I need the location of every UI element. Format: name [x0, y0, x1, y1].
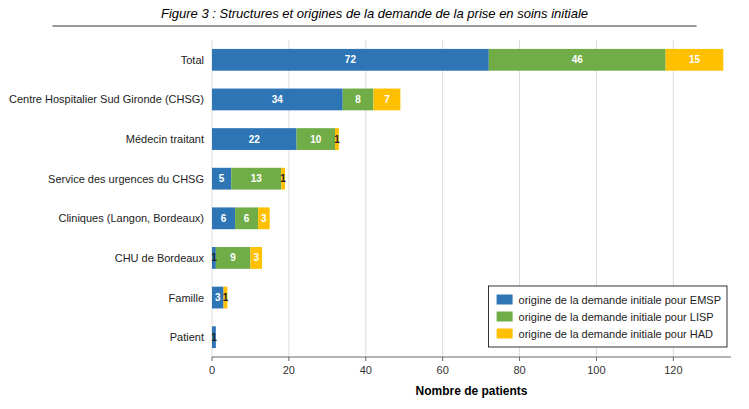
category-label: Service des urgences du CHSG — [48, 173, 204, 185]
x-axis-line — [212, 357, 731, 358]
legend-swatch — [497, 295, 513, 305]
data-label: 8 — [355, 94, 361, 105]
category-label: CHU de Bordeaux — [115, 252, 205, 264]
data-label: 1 — [334, 134, 340, 145]
bar-segment — [212, 168, 231, 190]
tick-label: 0 — [209, 364, 215, 376]
data-label: 1 — [211, 332, 217, 343]
data-label: 3 — [261, 213, 267, 224]
legend-label: origine de la demande initiale pour LISP — [519, 311, 714, 323]
data-label: 5 — [219, 173, 225, 184]
data-label: 46 — [572, 54, 584, 65]
tick-mark — [442, 357, 443, 361]
title-underline — [52, 26, 696, 27]
grid-line — [365, 40, 366, 357]
data-label: 9 — [230, 252, 236, 263]
legend-swatch — [497, 312, 513, 322]
bar-segment — [258, 207, 270, 229]
data-label: 22 — [249, 134, 261, 145]
bar-segment — [666, 49, 724, 71]
bar-segment — [212, 207, 235, 229]
bar-segment — [212, 128, 297, 150]
category-label: Famille — [169, 292, 204, 304]
data-label: 6 — [221, 213, 227, 224]
tick-mark — [519, 357, 520, 361]
chart: Figure 3 : Structures et origines de la … — [0, 0, 749, 409]
grid-line — [288, 40, 289, 357]
bar-segment — [373, 89, 400, 111]
legend-swatch — [497, 329, 513, 339]
tick-label: 40 — [360, 364, 372, 376]
grid-line — [442, 40, 443, 357]
data-label: 10 — [310, 134, 322, 145]
data-label: 34 — [272, 94, 284, 105]
bars — [212, 49, 723, 348]
tick-mark — [673, 357, 674, 361]
category-label: Patient — [170, 331, 204, 343]
legend-box — [489, 286, 727, 347]
legend-label: origine de la demande initiale pour EMSP — [519, 294, 721, 306]
data-label: 1 — [211, 252, 217, 263]
data-label: 6 — [244, 213, 250, 224]
legend-label: origine de la demande initiale pour HAD — [519, 328, 714, 340]
tick-mark — [365, 357, 366, 361]
legend: origine de la demande initiale pour EMSP… — [489, 286, 727, 347]
tick-mark — [596, 357, 597, 361]
data-label: 13 — [251, 173, 263, 184]
tick-label: 100 — [587, 364, 605, 376]
tick-label: 20 — [283, 364, 295, 376]
data-label: 7 — [384, 94, 390, 105]
category-label: Médecin traitant — [126, 133, 204, 145]
category-label: Total — [181, 54, 204, 66]
data-label: 3 — [215, 292, 221, 303]
x-axis-label: Nombre de patients — [415, 384, 527, 398]
data-label: 3 — [253, 252, 259, 263]
bar-segment — [231, 168, 281, 190]
category-label: Cliniques (Langon, Bordeaux) — [58, 212, 204, 224]
data-label: 1 — [223, 292, 229, 303]
grid-line — [212, 40, 213, 357]
tick-label: 80 — [513, 364, 525, 376]
category-label: Centre Hospitalier Sud Gironde (CHSG) — [9, 93, 204, 105]
bar-segment — [212, 49, 489, 71]
data-label: 72 — [345, 54, 357, 65]
tick-mark — [212, 357, 213, 361]
title: Figure 3 : Structures et origines de la … — [161, 6, 588, 21]
bar-segment — [212, 89, 343, 111]
bar-segment — [250, 247, 262, 269]
bar-segment — [343, 89, 374, 111]
tick-label: 120 — [664, 364, 682, 376]
data-label: 15 — [689, 54, 701, 65]
bar-segment — [235, 207, 258, 229]
bar-segment — [216, 247, 251, 269]
data-label: 1 — [280, 173, 286, 184]
tick-mark — [288, 357, 289, 361]
bar-segment — [297, 128, 335, 150]
tick-label: 60 — [437, 364, 449, 376]
bar-segment — [489, 49, 666, 71]
